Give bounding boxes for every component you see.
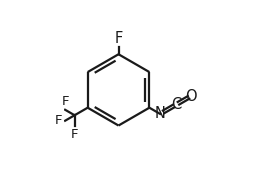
Text: O: O [185,89,197,104]
Text: F: F [71,128,78,141]
Text: N: N [155,106,165,121]
Text: C: C [171,97,181,112]
Text: F: F [114,31,123,46]
Text: F: F [61,95,69,108]
Text: F: F [55,114,63,127]
